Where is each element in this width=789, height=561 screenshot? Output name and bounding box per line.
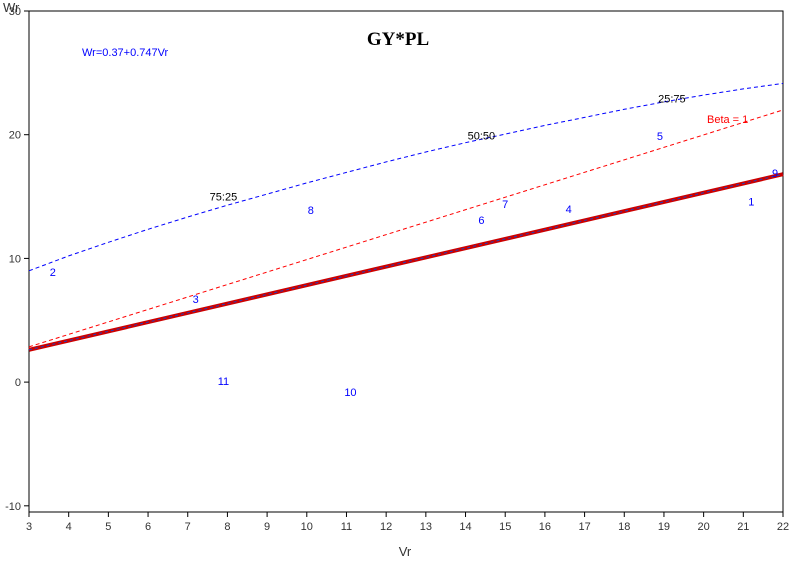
points-layer: 1 2 3 4 5 6 7 8 9 10 11 xyxy=(50,131,778,399)
x-tick-label: 5 xyxy=(105,521,111,533)
y-axis-ticks: -10 0 10 20 30 xyxy=(5,6,29,513)
series-layer: 75:25 50:50 25:75 xyxy=(28,82,784,352)
data-point-label: 8 xyxy=(308,205,314,217)
x-tick-label: 18 xyxy=(618,521,630,533)
x-tick-label: 13 xyxy=(420,521,432,533)
x-tick-label: 11 xyxy=(341,521,352,533)
data-point-label: 10 xyxy=(344,387,356,399)
data-point-label: 1 xyxy=(748,197,754,209)
x-tick-label: 10 xyxy=(301,521,313,533)
parabola-limit-curve xyxy=(28,82,784,272)
x-tick-label: 22 xyxy=(777,521,789,533)
x-tick-label: 8 xyxy=(224,521,230,533)
y-tick-label: 30 xyxy=(9,6,21,18)
x-tick-label: 7 xyxy=(185,521,191,533)
x-axis-label: Vr xyxy=(399,544,412,559)
x-tick-label: 20 xyxy=(698,521,710,533)
beta-one-line xyxy=(28,109,784,348)
data-point-label: 2 xyxy=(50,267,56,279)
data-point-label: 9 xyxy=(772,168,778,180)
x-tick-label: 4 xyxy=(66,521,72,533)
x-tick-label: 15 xyxy=(499,521,511,533)
regression-line xyxy=(28,172,784,352)
parabola-ratio-label: 25:75 xyxy=(658,94,686,106)
x-tick-label: 17 xyxy=(578,521,590,533)
x-tick-label: 6 xyxy=(145,521,151,533)
data-point-label: 7 xyxy=(502,199,508,211)
y-tick-label: -10 xyxy=(5,501,21,513)
x-tick-label: 9 xyxy=(264,521,270,533)
chart-title: GY*PL xyxy=(367,29,429,50)
y-tick-label: 10 xyxy=(9,253,21,265)
data-point-label: 6 xyxy=(478,215,484,227)
y-tick-label: 0 xyxy=(15,377,21,389)
data-point-label: 5 xyxy=(657,131,663,143)
data-point-label: 3 xyxy=(193,294,199,306)
beta-line-label: Beta = 1 xyxy=(707,114,748,126)
x-tick-label: 16 xyxy=(539,521,551,533)
data-point-label: 4 xyxy=(566,204,572,216)
x-tick-label: 14 xyxy=(459,521,471,533)
parabola-ratio-label: 50:50 xyxy=(468,131,496,143)
y-axis-label: Wr xyxy=(3,0,20,15)
x-tick-label: 12 xyxy=(380,521,392,533)
parabola-ratio-label: 75:25 xyxy=(210,191,238,203)
regression-equation: Wr=0.37+0.747Vr xyxy=(82,47,169,59)
y-tick-label: 20 xyxy=(9,130,21,142)
data-point-label: 11 xyxy=(218,376,229,388)
x-axis-ticks: 3 4 5 6 7 8 9 10 11 12 13 14 15 16 17 18 19 20 21 22 xyxy=(26,512,789,533)
x-tick-label: 3 xyxy=(26,521,32,533)
plot-frame xyxy=(28,10,784,513)
x-tick-label: 19 xyxy=(658,521,670,533)
x-tick-label: 21 xyxy=(737,521,749,533)
